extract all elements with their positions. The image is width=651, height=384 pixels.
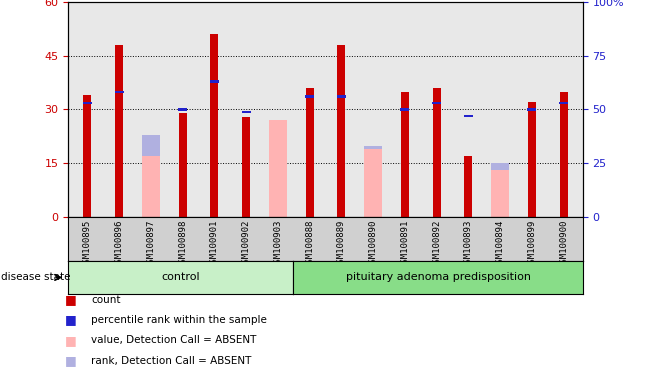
Bar bbox=[269, 120, 286, 217]
Text: GSM100898: GSM100898 bbox=[178, 219, 187, 268]
Text: value, Detection Call = ABSENT: value, Detection Call = ABSENT bbox=[91, 335, 256, 345]
Bar bbox=[115, 45, 123, 217]
Text: rank, Detection Call = ABSENT: rank, Detection Call = ABSENT bbox=[91, 356, 251, 366]
Text: GSM100892: GSM100892 bbox=[432, 219, 441, 268]
Bar bbox=[365, 149, 382, 217]
Text: ■: ■ bbox=[65, 334, 77, 347]
Bar bbox=[464, 156, 473, 217]
Text: GSM100889: GSM100889 bbox=[337, 219, 346, 268]
Bar bbox=[492, 163, 509, 217]
Text: control: control bbox=[161, 272, 200, 283]
Text: GSM100890: GSM100890 bbox=[368, 219, 378, 268]
Bar bbox=[269, 120, 286, 217]
Text: GSM100896: GSM100896 bbox=[115, 219, 124, 268]
Text: GSM100903: GSM100903 bbox=[273, 219, 283, 268]
Text: GSM100897: GSM100897 bbox=[146, 219, 156, 268]
Bar bbox=[83, 95, 91, 217]
Text: GSM100894: GSM100894 bbox=[495, 219, 505, 268]
Bar bbox=[142, 135, 159, 217]
Text: ■: ■ bbox=[65, 313, 77, 326]
Bar bbox=[242, 111, 251, 113]
Text: GSM100893: GSM100893 bbox=[464, 219, 473, 268]
Bar bbox=[142, 156, 159, 217]
Text: GSM100888: GSM100888 bbox=[305, 219, 314, 268]
Bar bbox=[210, 80, 219, 83]
Bar bbox=[433, 88, 441, 217]
Bar bbox=[178, 113, 187, 217]
Text: percentile rank within the sample: percentile rank within the sample bbox=[91, 315, 267, 325]
Bar bbox=[528, 102, 536, 217]
Bar bbox=[83, 102, 92, 104]
Text: GSM100899: GSM100899 bbox=[527, 219, 536, 268]
Text: GSM100901: GSM100901 bbox=[210, 219, 219, 268]
Bar bbox=[559, 102, 568, 104]
Bar bbox=[242, 117, 250, 217]
Bar bbox=[115, 91, 124, 93]
Text: GSM100891: GSM100891 bbox=[400, 219, 409, 268]
Text: disease state: disease state bbox=[1, 272, 71, 283]
Text: count: count bbox=[91, 295, 120, 305]
Text: GSM100902: GSM100902 bbox=[242, 219, 251, 268]
Bar bbox=[365, 146, 382, 217]
Bar bbox=[560, 91, 568, 217]
Bar bbox=[178, 108, 187, 111]
Bar bbox=[464, 115, 473, 117]
Bar bbox=[337, 96, 346, 98]
Bar bbox=[306, 88, 314, 217]
Text: ■: ■ bbox=[65, 293, 77, 306]
Bar bbox=[492, 170, 509, 217]
Text: ■: ■ bbox=[65, 354, 77, 367]
Text: pituitary adenoma predisposition: pituitary adenoma predisposition bbox=[346, 272, 531, 283]
Bar bbox=[401, 91, 409, 217]
Bar bbox=[432, 102, 441, 104]
Bar bbox=[400, 108, 409, 111]
Bar bbox=[527, 108, 536, 111]
Bar bbox=[305, 96, 314, 98]
Text: GSM100900: GSM100900 bbox=[559, 219, 568, 268]
Bar bbox=[337, 45, 345, 217]
Bar bbox=[210, 34, 218, 217]
Text: GSM100895: GSM100895 bbox=[83, 219, 92, 268]
